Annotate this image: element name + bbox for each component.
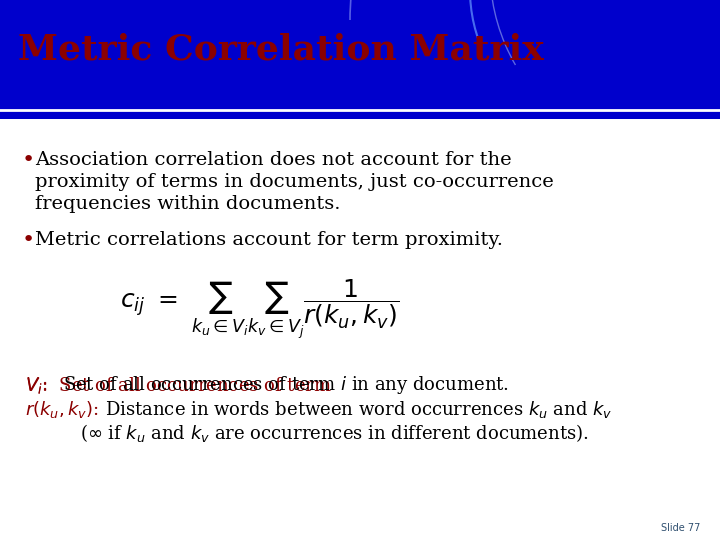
- Text: Slide 77: Slide 77: [661, 523, 700, 533]
- Text: $r(k_u, k_v)$:: $r(k_u, k_v)$:: [25, 399, 99, 420]
- Text: Metric correlations account for term proximity.: Metric correlations account for term pro…: [35, 231, 503, 249]
- Text: $c_{ij} \ = \ \sum_{k_u \in V_i} \sum_{k_v \in V_j} \dfrac{1}{r(k_u, k_v)}$: $c_{ij} \ = \ \sum_{k_u \in V_i} \sum_{k…: [120, 278, 400, 342]
- Text: proximity of terms in documents, just co-occurrence: proximity of terms in documents, just co…: [35, 173, 554, 191]
- Text: $V_i$:  Set of all occurrences of term: $V_i$: Set of all occurrences of term: [25, 375, 333, 395]
- FancyBboxPatch shape: [0, 0, 720, 119]
- Text: $V_i$:: $V_i$:: [25, 375, 48, 395]
- Text: frequencies within documents.: frequencies within documents.: [35, 195, 341, 213]
- Text: Association correlation does not account for the: Association correlation does not account…: [35, 151, 512, 169]
- Text: •: •: [22, 230, 35, 250]
- Text: •: •: [22, 150, 35, 170]
- Text: Set of all occurrences of term $i$ in any document.: Set of all occurrences of term $i$ in an…: [63, 374, 509, 396]
- Bar: [0, 0, 720, 110]
- Text: Distance in words between word occurrences $k_u$ and $k_v$: Distance in words between word occurrenc…: [105, 399, 612, 420]
- Text: ($\infty$ if $k_u$ and $k_v$ are occurrences in different documents).: ($\infty$ if $k_u$ and $k_v$ are occurre…: [80, 422, 589, 444]
- Text: Metric Correlation Matrix: Metric Correlation Matrix: [18, 33, 544, 67]
